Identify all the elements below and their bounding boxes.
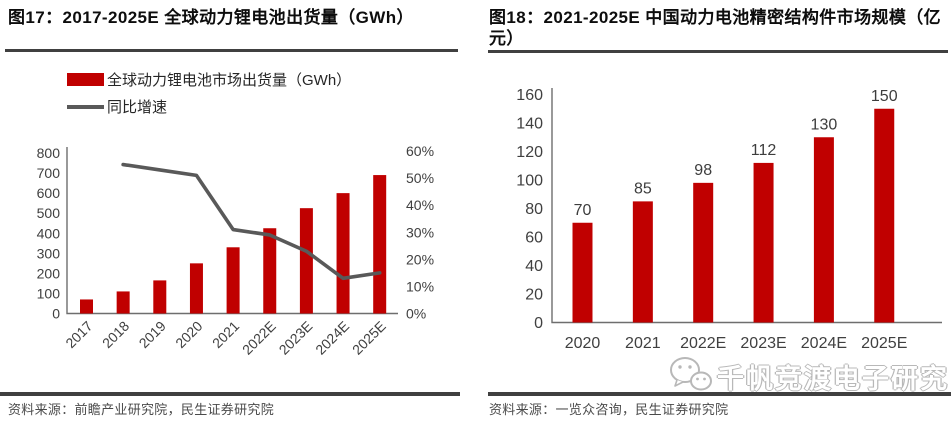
right-axis-tick-label: 0% xyxy=(406,306,426,322)
chart18-axes xyxy=(551,88,942,324)
figure18-title-rule xyxy=(488,50,948,53)
figure17-title: 图17：2017-2025E 全球动力锂电池出货量（GWh） xyxy=(8,8,414,27)
bar-value-label: 112 xyxy=(751,142,777,159)
x-axis-label: 2024E xyxy=(801,335,847,352)
bar-2025E xyxy=(874,108,895,323)
x-axis-label: 2021 xyxy=(625,335,661,352)
y-axis-tick-label: 40 xyxy=(525,258,543,275)
figure17-chart-canvas: 0 100 200 300 400 500 600 700 800 0% 10% 20% 30% 40% 5… xyxy=(37,143,434,358)
left-axis-tick-label: 100 xyxy=(37,285,61,301)
wechat-icon xyxy=(670,357,712,391)
line-series-swatch xyxy=(67,104,104,109)
y-axis-tick-label: 140 xyxy=(516,116,543,133)
line-series-label: 同比增速 xyxy=(107,99,168,116)
left-axis-tick-label: 500 xyxy=(37,205,61,221)
figure18-chart-canvas: 0 20 40 60 80 100 120 140 160 70 85 98 112 130 150 2020… xyxy=(516,87,942,352)
bar-2024E xyxy=(336,193,350,314)
bar-value-label: 98 xyxy=(694,162,712,179)
right-axis-tick-label: 10% xyxy=(406,278,434,294)
bar-2018 xyxy=(116,291,130,314)
right-axis-tick-label: 40% xyxy=(406,197,434,213)
figure17-bottom-rule xyxy=(0,392,460,396)
bar-series-label: 全球动力锂电池市场出货量（GWh） xyxy=(107,72,352,89)
y-axis-tick-label: 60 xyxy=(525,230,543,247)
x-axis-label: 2024E xyxy=(312,318,352,358)
x-axis-label: 2017 xyxy=(62,318,95,351)
figure17-title-rule xyxy=(5,49,458,52)
figure18-bottom-rule xyxy=(488,392,951,396)
bar-2017 xyxy=(80,299,93,314)
bar-2021 xyxy=(226,247,240,314)
bar-series-swatch xyxy=(67,73,104,86)
bar-2025E xyxy=(373,175,387,314)
bar-value-label: 130 xyxy=(811,116,838,133)
growth-rate-line xyxy=(121,162,382,281)
bar-2022E xyxy=(263,228,277,314)
x-axis-label: 2022E xyxy=(680,335,726,352)
left-axis-tick-label: 200 xyxy=(37,265,61,281)
right-axis-tick-label: 30% xyxy=(406,224,434,240)
left-axis-tick-label: 400 xyxy=(37,225,61,241)
bar-2020 xyxy=(572,222,593,323)
x-axis-label: 2023E xyxy=(276,318,316,358)
right-axis-tick-label: 50% xyxy=(406,170,434,186)
figure17-panel: 图17：2017-2025E 全球动力锂电池出货量（GWh） 全球动力锂电池市场… xyxy=(0,0,466,421)
bar-2020 xyxy=(189,263,203,314)
y-axis-tick-label: 160 xyxy=(516,87,543,104)
x-axis-label: 2020 xyxy=(565,335,601,352)
figure18-title: 图18：2021-2025E 中国动力电池精密结构件市场规模（亿元） xyxy=(489,8,942,48)
y-axis-tick-label: 20 xyxy=(525,287,543,304)
left-axis-tick-label: 600 xyxy=(37,185,61,201)
left-axis-tick-label: 700 xyxy=(37,165,61,181)
y-axis-tick-label: 100 xyxy=(516,173,543,190)
figure18-source: 资料来源：一览众咨询，民生证券研究院 xyxy=(489,402,729,417)
x-axis-label: 2021 xyxy=(209,318,242,351)
left-axis-tick-label: 0 xyxy=(52,306,60,322)
y-axis-tick-label: 120 xyxy=(516,144,543,161)
bar-2023E xyxy=(753,162,774,323)
x-axis-label: 2025E xyxy=(861,335,907,352)
bar-2024E xyxy=(813,137,834,323)
right-axis-tick-label: 20% xyxy=(406,251,434,267)
legend-item-shipments: 全球动力锂电池市场出货量（GWh） xyxy=(67,71,352,89)
x-axis-label: 2022E xyxy=(239,318,279,358)
bar-2019 xyxy=(153,280,167,314)
x-axis-label: 2018 xyxy=(99,318,132,351)
figure17-source: 资料来源：前瞻产业研究院，民生证券研究院 xyxy=(8,402,275,417)
right-axis-tick-label: 60% xyxy=(406,143,434,159)
legend-item-growth: 同比增速 xyxy=(67,98,351,116)
bar-2022E xyxy=(693,182,714,323)
left-axis-tick-label: 300 xyxy=(37,245,61,261)
x-axis-label: 2020 xyxy=(172,318,205,351)
x-axis-label: 2025E xyxy=(349,318,389,358)
bar-2021 xyxy=(632,201,653,323)
x-axis-label: 2019 xyxy=(136,318,169,351)
left-axis-tick-label: 800 xyxy=(37,145,61,161)
watermark-text: 千帆竞渡电子研究 xyxy=(717,363,949,394)
y-axis-tick-label: 0 xyxy=(534,315,543,332)
figure18-panel: 图18：2021-2025E 中国动力电池精密结构件市场规模（亿元） 0 20 40… xyxy=(481,0,951,421)
watermark: 千帆竞渡电子研究 xyxy=(668,355,949,395)
bar-2023E xyxy=(299,208,313,314)
y-axis-tick-label: 80 xyxy=(525,201,543,218)
x-axis-label: 2023E xyxy=(740,335,786,352)
chart17-axes xyxy=(66,147,398,315)
bar-value-label: 150 xyxy=(871,88,898,105)
figure17-legend: 全球动力锂电池市场出货量（GWh） 同比增速 xyxy=(67,71,351,125)
bar-value-label: 70 xyxy=(574,202,592,219)
bar-value-label: 85 xyxy=(634,180,652,197)
